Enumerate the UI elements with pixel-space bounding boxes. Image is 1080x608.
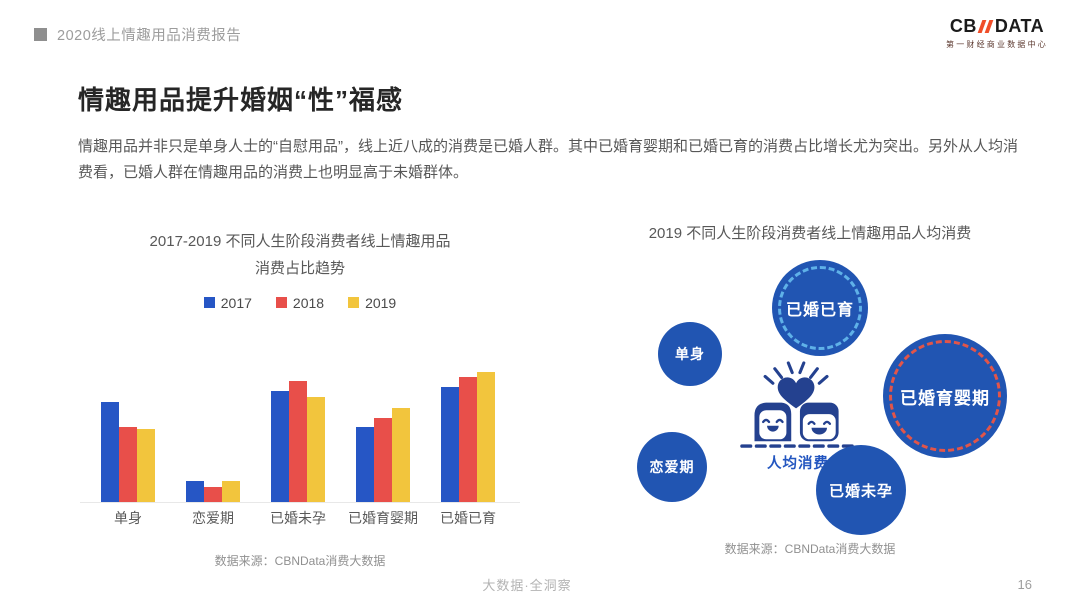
bubble-label: 恋爱期 — [649, 459, 695, 475]
bar-category-label: 恋爱期 — [192, 510, 234, 526]
legend-item-2018: 2018 — [275, 294, 325, 311]
legend-swatch — [275, 297, 287, 308]
bubble: 恋爱期 — [637, 432, 707, 502]
legend-label: 2018 — [292, 294, 325, 311]
legend-swatch — [348, 297, 360, 308]
cbndata-logo: CB DATA 第一财经商业数据中心 — [946, 16, 1048, 50]
header-square-icon — [34, 28, 47, 41]
bar-group — [356, 408, 410, 502]
bar-group — [441, 372, 495, 502]
bubble-dashed-ring — [778, 266, 862, 350]
bar-2017 — [186, 481, 204, 502]
bar-2018 — [119, 427, 137, 502]
bubble-center-group: 人均消费 — [740, 360, 856, 473]
bar-legend: 2017 2018 2019 — [80, 294, 520, 311]
bubble-center-label: 人均消费 — [767, 456, 829, 472]
bubble-label: 已婚已育 — [785, 302, 854, 319]
footer-slogan: 大数据·全洞察 — [482, 578, 572, 593]
legend-label: 2019 — [365, 294, 397, 311]
bubble-chart-title: 2019 不同人生阶段消费者线上情趣用品人均消费 — [648, 225, 972, 242]
bar-2018 — [204, 487, 222, 502]
bar-group — [101, 402, 155, 502]
legend-item-2017: 2017 — [203, 294, 252, 311]
bar-2019 — [137, 429, 155, 502]
bar-2017 — [441, 387, 459, 502]
bar-2019 — [222, 481, 240, 502]
bubble-area: 人均消费 已婚已育单身已婚育婴期恋爱期已婚未孕 — [600, 250, 1020, 540]
bubble: 已婚已育 — [772, 260, 868, 356]
bar-chart-source: 数据来源：CBNData消费大数据 — [214, 554, 386, 568]
couple-heart-icon — [740, 361, 856, 448]
header-left: 2020线上情趣用品消费报告 — [34, 24, 241, 45]
bar-2017 — [356, 427, 374, 502]
page-title: 情趣用品提升婚姻“性”福感 — [78, 85, 404, 115]
bubble: 单身 — [658, 322, 722, 386]
cbndata-wordmark: CB DATA — [946, 16, 1048, 37]
bar-2019 — [477, 372, 495, 502]
bar-plot — [80, 365, 520, 503]
bubble-chart-source: 数据来源：CBNData消费大数据 — [724, 542, 896, 556]
bar-group — [186, 481, 240, 502]
bubble-label: 单身 — [675, 346, 705, 362]
bar-2019 — [307, 397, 325, 502]
bar-chart-title-line1: 2017-2019 不同人生阶段消费者线上情趣用品 — [149, 233, 451, 250]
bar-category-label: 已婚已育 — [440, 510, 496, 526]
bar-2017 — [101, 402, 119, 502]
bar-2017 — [271, 391, 289, 502]
bar-categories: 单身 恋爱期 已婚未孕 已婚育婴期 已婚已育 — [80, 503, 520, 528]
bubble-label: 已婚未孕 — [828, 482, 893, 500]
bubble: 已婚未孕 — [816, 445, 906, 535]
bar-2018 — [289, 381, 307, 502]
logo-text-cb: CB — [949, 16, 977, 36]
logo-n-slash-icon — [977, 20, 994, 34]
bubble-dashed-ring — [889, 340, 1001, 452]
logo-subtitle: 第一财经商业数据中心 — [946, 40, 1048, 49]
bar-2018 — [374, 418, 392, 502]
bar-2018 — [459, 377, 477, 502]
report-title: 2020线上情趣用品消费报告 — [57, 28, 242, 44]
bar-2019 — [392, 408, 410, 502]
bar-category-label: 单身 — [114, 510, 142, 526]
bar-group — [271, 381, 325, 502]
legend-item-2019: 2019 — [348, 294, 396, 311]
bar-chart: 2017-2019 不同人生阶段消费者线上情趣用品 消费占比趋势 2017 201… — [80, 222, 520, 569]
bar-category-label: 已婚育婴期 — [348, 510, 418, 526]
bar-chart-title: 2017-2019 不同人生阶段消费者线上情趣用品 消费占比趋势 — [80, 222, 520, 282]
logo-text-data: DATA — [994, 16, 1045, 36]
intro-paragraph: 情趣用品并非只是单身人士的“自慰用品”，线上近八成的消费是已婚人群。其中已婚育婴… — [78, 138, 1018, 181]
bubble: 已婚育婴期 — [883, 334, 1007, 458]
bubble-chart: 2019 不同人生阶段消费者线上情趣用品人均消费 — [600, 222, 1020, 557]
legend-swatch — [203, 297, 215, 308]
page-number: 16 — [1017, 577, 1032, 592]
bar-category-label: 已婚未孕 — [270, 510, 326, 526]
legend-label: 2017 — [220, 294, 252, 311]
bubble-label: 已婚育婴期 — [900, 388, 990, 408]
bar-chart-title-line2: 消费占比趋势 — [254, 260, 345, 277]
